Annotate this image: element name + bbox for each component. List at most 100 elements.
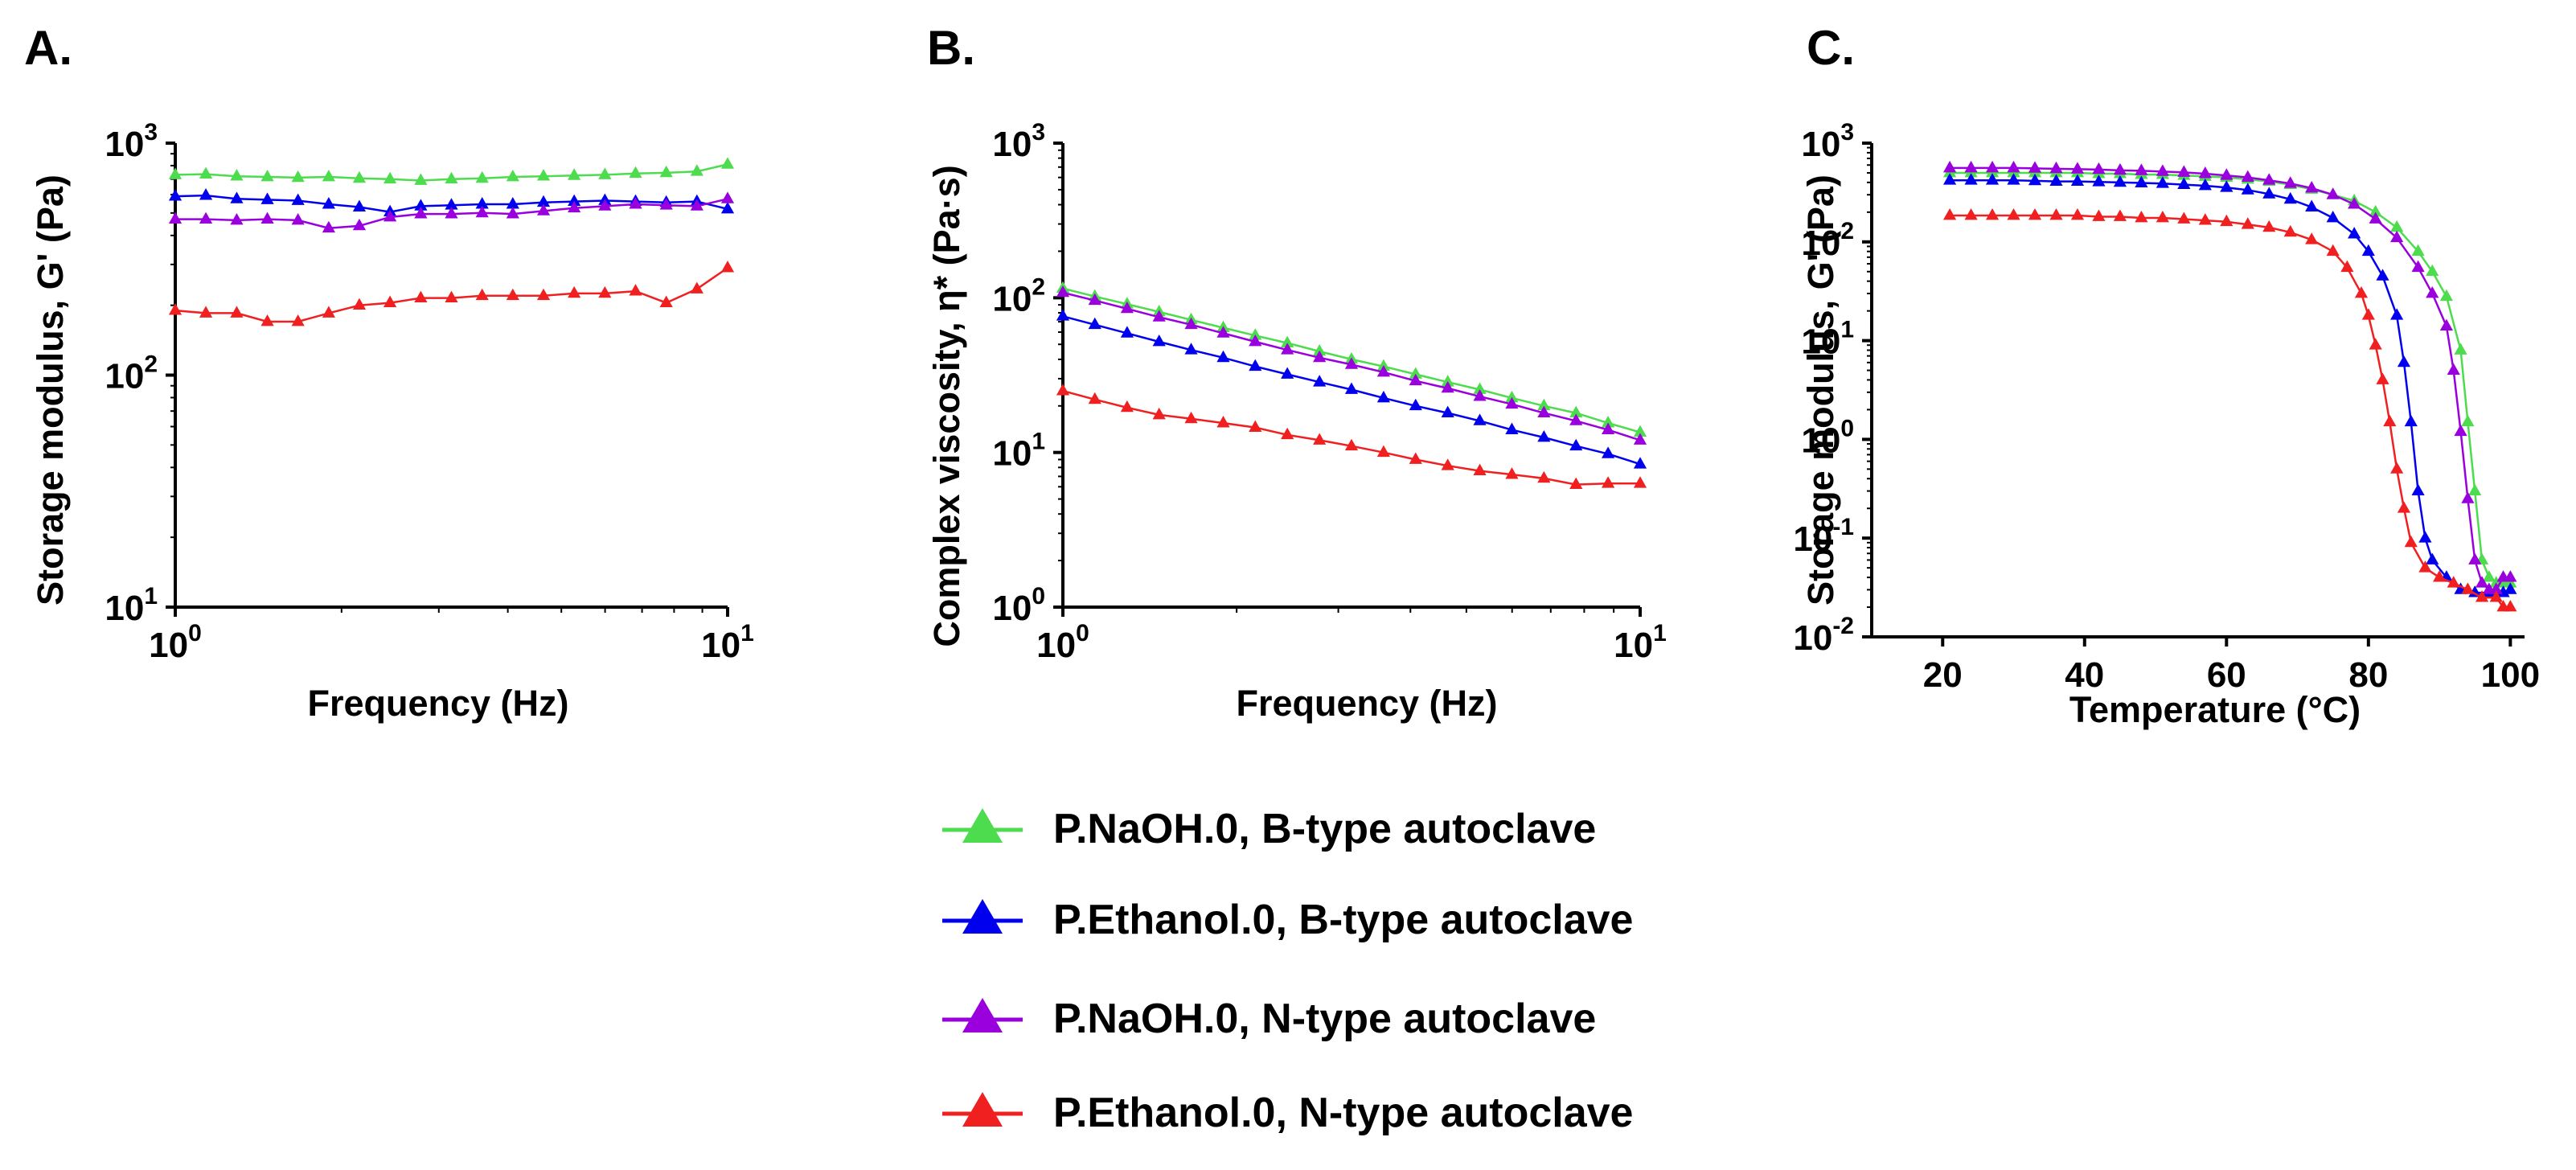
data-point bbox=[1985, 207, 2000, 220]
panel-c-x-axis-label: Temperature (°C) bbox=[2069, 689, 2361, 730]
data-point bbox=[1120, 301, 1134, 314]
data-point bbox=[1602, 446, 1615, 458]
data-point bbox=[2262, 220, 2276, 232]
data-point bbox=[2383, 414, 2397, 427]
series-3 bbox=[1942, 160, 2517, 594]
data-point bbox=[1505, 396, 1519, 409]
data-point bbox=[690, 281, 703, 294]
data-point bbox=[1633, 433, 1647, 445]
data-point bbox=[629, 284, 642, 296]
data-point bbox=[2135, 210, 2148, 223]
series-3 bbox=[1056, 285, 1647, 445]
legend: P.NaOH.0, B-type autoclave P.Ethanol.0, … bbox=[942, 806, 1633, 1136]
data-point bbox=[1537, 430, 1551, 442]
data-point bbox=[1473, 463, 1487, 475]
y-tick-label: 103 bbox=[105, 119, 158, 164]
data-point bbox=[1184, 343, 1198, 355]
data-point bbox=[1088, 392, 1101, 404]
data-point bbox=[1152, 310, 1166, 322]
data-point bbox=[168, 303, 183, 315]
data-point bbox=[506, 288, 519, 301]
data-point bbox=[291, 314, 305, 326]
data-point bbox=[1249, 328, 1262, 340]
data-point bbox=[1344, 438, 1359, 451]
data-point bbox=[2390, 230, 2404, 243]
data-point bbox=[1088, 293, 1101, 306]
data-point bbox=[1313, 375, 1327, 387]
data-point bbox=[2241, 170, 2254, 182]
data-point bbox=[2262, 187, 2276, 199]
series-2 bbox=[1056, 309, 1647, 469]
data-point bbox=[1184, 411, 1198, 424]
data-point bbox=[659, 198, 673, 210]
panel-b-label: B. bbox=[927, 21, 975, 75]
data-point bbox=[1281, 367, 1294, 379]
data-point bbox=[2135, 175, 2148, 187]
data-point bbox=[2177, 165, 2191, 177]
data-point bbox=[2262, 173, 2276, 185]
data-point bbox=[2348, 227, 2361, 239]
legend-item: P.Ethanol.0, N-type autoclave bbox=[942, 1090, 1633, 1136]
data-point bbox=[2461, 491, 2475, 503]
data-point bbox=[199, 166, 213, 179]
data-point bbox=[168, 211, 183, 224]
data-point bbox=[2411, 483, 2425, 496]
panel-b-ticks: 100 101 102 103 100 101 bbox=[992, 119, 1666, 665]
data-point bbox=[1985, 173, 2000, 185]
y-tick-label: 103 bbox=[992, 119, 1045, 164]
data-point bbox=[2489, 590, 2503, 602]
data-point bbox=[1964, 207, 1978, 220]
legend-triangle-marker bbox=[962, 899, 1003, 934]
data-point bbox=[1942, 160, 1957, 173]
data-point bbox=[536, 169, 551, 181]
data-point bbox=[2326, 210, 2340, 223]
x-tick-label: 100 bbox=[1036, 620, 1089, 665]
data-point bbox=[1216, 350, 1230, 363]
data-point bbox=[352, 199, 367, 211]
data-point bbox=[2049, 174, 2063, 186]
data-point bbox=[2283, 176, 2297, 188]
data-point bbox=[2177, 211, 2191, 224]
data-point bbox=[322, 170, 335, 182]
data-point bbox=[384, 295, 397, 307]
data-point bbox=[2283, 191, 2297, 204]
data-point bbox=[2361, 244, 2375, 257]
data-point bbox=[414, 199, 428, 211]
y-tick-label: 103 bbox=[1801, 119, 1854, 164]
data-point bbox=[230, 169, 244, 181]
data-point bbox=[1537, 470, 1551, 483]
data-point bbox=[2504, 600, 2517, 612]
data-point bbox=[1184, 317, 1198, 330]
data-point bbox=[260, 211, 274, 224]
data-point bbox=[2326, 187, 2340, 199]
data-point bbox=[598, 199, 612, 211]
data-point bbox=[1964, 173, 1978, 185]
data-point bbox=[1344, 382, 1359, 394]
data-point bbox=[414, 290, 428, 302]
data-point bbox=[1344, 357, 1359, 369]
data-point bbox=[1569, 413, 1583, 425]
data-point bbox=[1441, 375, 1454, 387]
data-point bbox=[199, 188, 213, 200]
data-point bbox=[2220, 180, 2233, 192]
data-point bbox=[2092, 162, 2106, 174]
data-point bbox=[2113, 174, 2127, 187]
data-point bbox=[2454, 343, 2467, 355]
data-point bbox=[475, 170, 489, 183]
data-point bbox=[1942, 173, 1957, 185]
data-point bbox=[1569, 438, 1583, 451]
legend-label: P.NaOH.0, N-type autoclave bbox=[1053, 996, 1596, 1042]
data-point bbox=[1120, 400, 1134, 413]
data-point bbox=[168, 167, 183, 179]
data-point bbox=[1505, 422, 1519, 434]
data-point bbox=[2397, 501, 2411, 513]
y-tick-label: 102 bbox=[1801, 218, 1854, 263]
data-point bbox=[260, 192, 274, 204]
data-point bbox=[414, 207, 428, 219]
data-point bbox=[1216, 326, 1230, 338]
data-point bbox=[1313, 350, 1327, 363]
data-point bbox=[475, 288, 489, 301]
panel-b-plot bbox=[1056, 281, 1647, 489]
panel-c-label: C. bbox=[1807, 21, 1855, 75]
legend-label: P.Ethanol.0, B-type autoclave bbox=[1053, 897, 1633, 943]
